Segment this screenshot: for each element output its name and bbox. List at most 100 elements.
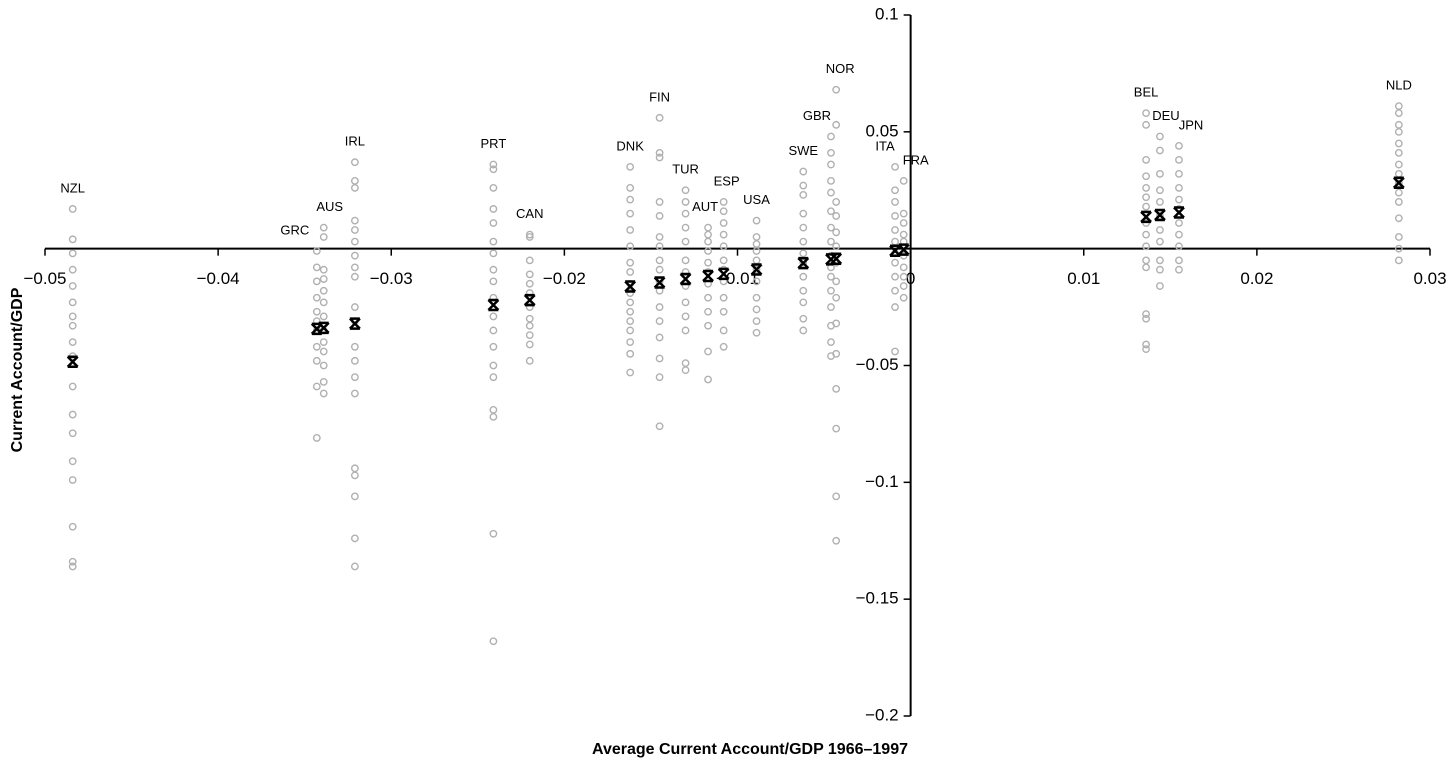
data-point [681, 223, 690, 232]
country-label: PRT [481, 136, 507, 151]
data-point [489, 413, 498, 421]
data-point [350, 158, 359, 167]
country-label: AUT [692, 199, 718, 214]
data-point [655, 373, 664, 382]
data-point [899, 209, 908, 218]
country-label: NZL [60, 180, 85, 195]
data-point [1142, 310, 1150, 318]
data-point [832, 85, 841, 94]
data-point [799, 258, 808, 267]
x-tick-label: 0 [906, 269, 915, 288]
data-point [350, 492, 359, 501]
data-point [1175, 155, 1183, 164]
data-point [832, 277, 841, 286]
data-point [681, 359, 690, 368]
data-point [626, 195, 635, 204]
data-point [891, 212, 899, 220]
data-point [350, 464, 359, 473]
country-label: GBR [803, 108, 831, 123]
data-point [719, 230, 728, 239]
data-point [1175, 265, 1183, 274]
data-point [626, 226, 635, 234]
data-point [704, 223, 712, 232]
data-point [1142, 345, 1150, 354]
data-point [1394, 233, 1403, 241]
data-point [626, 289, 635, 297]
data-point [891, 303, 899, 311]
data-point [827, 237, 835, 246]
data-point [832, 228, 841, 237]
data-point [525, 340, 534, 349]
country-label: ESP [714, 173, 740, 188]
mean-marker [487, 298, 500, 312]
data-point [891, 237, 899, 246]
data-point [799, 167, 808, 176]
data-point [1142, 172, 1150, 181]
data-point [704, 293, 712, 302]
y-tick-label: 0.1 [875, 4, 899, 23]
data-point [827, 188, 835, 197]
data-point [827, 148, 835, 157]
data-point [626, 326, 635, 335]
data-point [626, 307, 635, 316]
data-point [799, 286, 808, 295]
data-point [1142, 256, 1150, 265]
data-point [655, 303, 664, 311]
mean-marker [310, 322, 323, 336]
data-point [350, 562, 359, 571]
data-point [752, 256, 761, 265]
data-point [799, 191, 808, 199]
data-point [489, 373, 498, 382]
data-point [899, 263, 908, 272]
country-label: AUS [316, 199, 343, 214]
data-point [350, 534, 359, 543]
data-point [525, 233, 534, 241]
data-point [1142, 242, 1150, 251]
y-tick-label: −0.1 [865, 472, 899, 491]
data-point [799, 181, 808, 190]
data-point [312, 307, 321, 316]
y-tick-label: −0.2 [865, 705, 899, 724]
data-point [899, 282, 908, 290]
data-point [655, 233, 664, 241]
data-point [1175, 195, 1183, 204]
data-point [312, 263, 321, 272]
data-point [719, 256, 728, 265]
data-point [525, 230, 534, 239]
data-point [799, 326, 808, 335]
data-point [1156, 169, 1164, 178]
data-point [1156, 146, 1164, 155]
x-tick-label: −0.03 [370, 269, 413, 288]
country-label: JPN [1179, 117, 1204, 132]
data-point [655, 333, 664, 342]
data-point [319, 233, 328, 241]
data-point [704, 230, 712, 239]
data-point [655, 153, 664, 162]
data-point [489, 342, 498, 351]
data-point [832, 120, 841, 129]
data-point [681, 312, 690, 321]
mean-marker [717, 267, 730, 281]
mean-marker [1140, 210, 1152, 224]
data-point [655, 113, 664, 122]
data-point [681, 326, 690, 335]
data-point [489, 165, 498, 174]
x-tick-label: −0.05 [23, 269, 66, 288]
data-point [655, 256, 664, 265]
data-point [1156, 226, 1164, 234]
mean-marker [624, 280, 637, 293]
data-point [350, 251, 359, 260]
mean-marker [889, 244, 901, 258]
mean-marker [1154, 208, 1166, 222]
data-point [832, 198, 841, 206]
data-point [489, 361, 498, 370]
data-point [752, 328, 761, 337]
data-point [799, 314, 808, 323]
data-point [1156, 282, 1164, 290]
data-point [752, 293, 761, 302]
data-point [655, 422, 664, 431]
data-point [68, 476, 77, 484]
data-point [1142, 202, 1150, 211]
data-point [1394, 109, 1403, 118]
data-point [655, 354, 664, 363]
